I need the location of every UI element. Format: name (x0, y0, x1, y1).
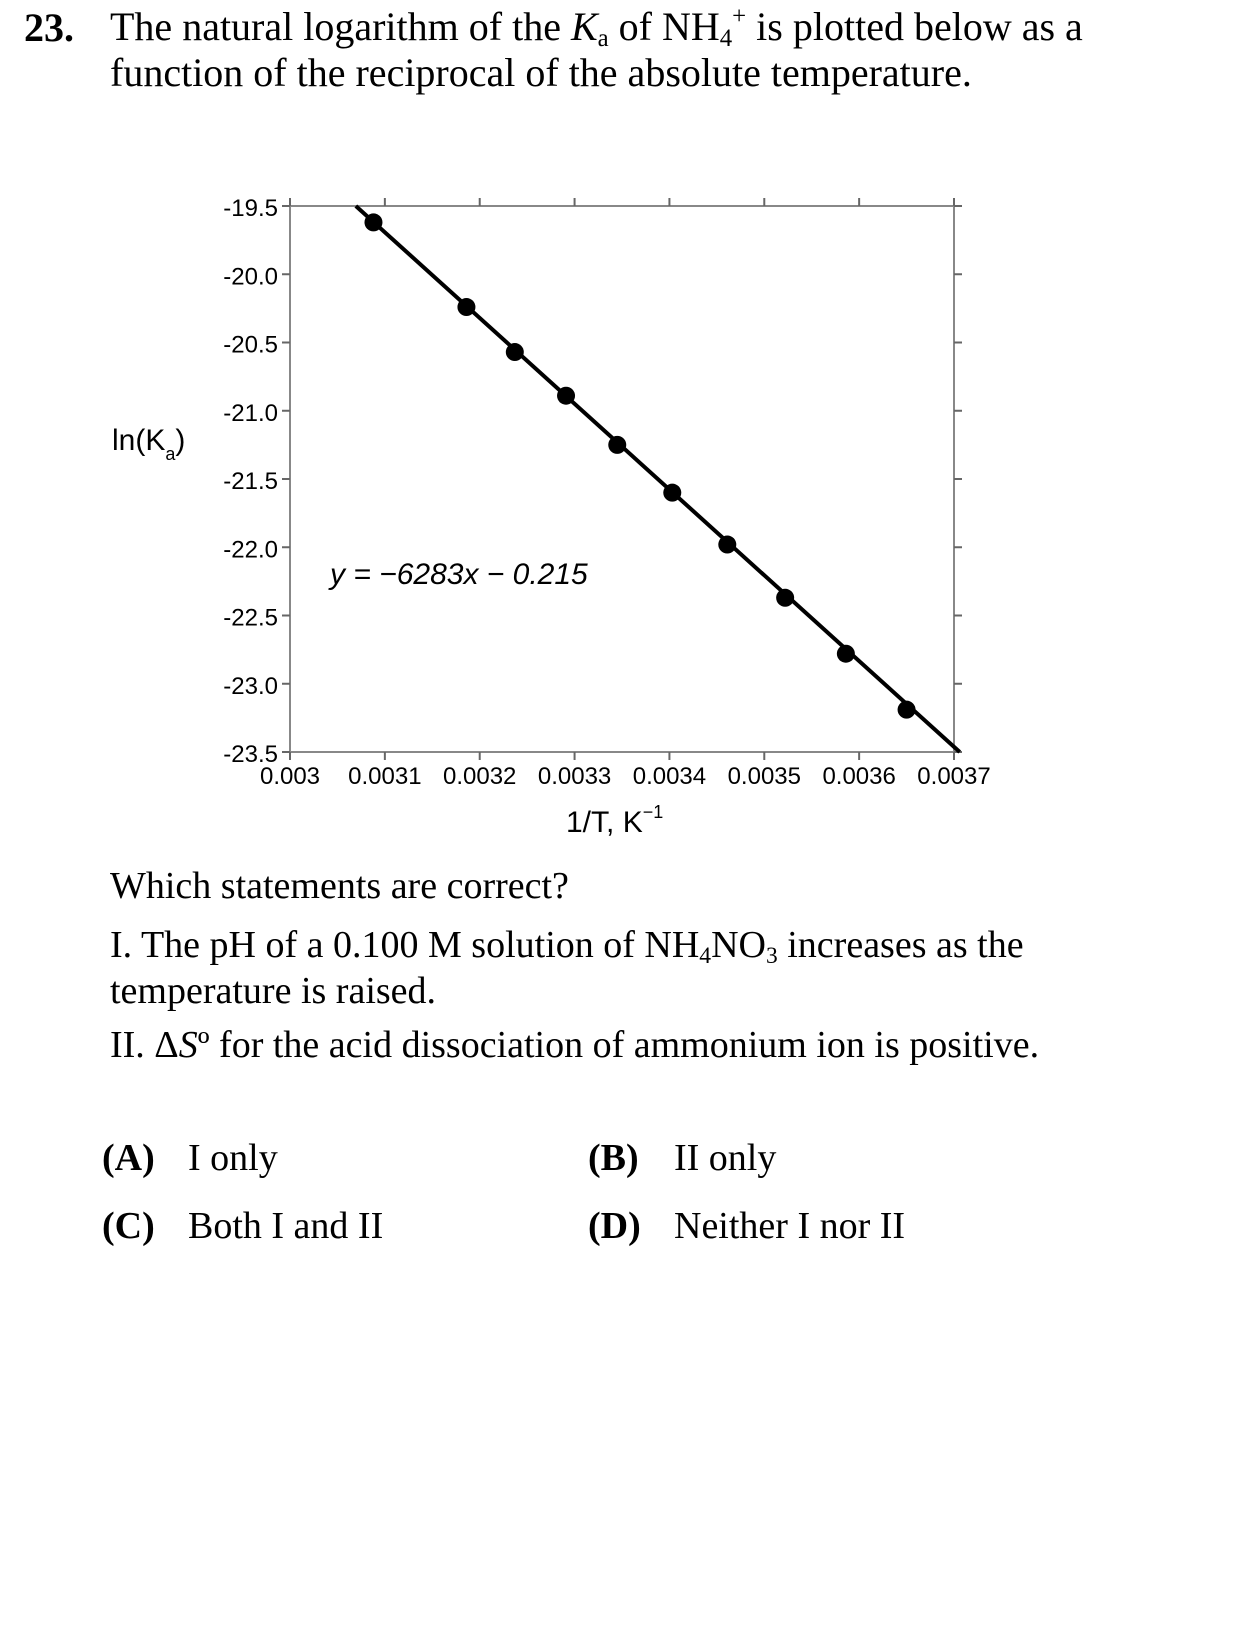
x-tick-label: 0.0034 (633, 763, 706, 790)
degree-symbol: º (197, 1024, 210, 1066)
statement-1-sub-3: 3 (765, 942, 778, 969)
y-tick-label: -20.0 (223, 263, 278, 290)
x-axis-label-main: 1/T, K (566, 806, 643, 839)
data-point (364, 213, 383, 232)
statement-1-part-a: I. The pH of a 0.100 M solution of NH (110, 924, 700, 966)
x-axis-label-sup: −1 (643, 802, 664, 822)
fit-line (354, 204, 962, 754)
choice-d-text: Neither I nor II (674, 1205, 906, 1247)
data-point (557, 386, 576, 405)
y-tick-label: -21.0 (223, 400, 278, 427)
y-axis-label-close: ) (175, 424, 185, 457)
y-tick-label: -22.0 (223, 536, 278, 563)
choice-c-text: Both I and II (188, 1205, 384, 1247)
data-point (505, 343, 524, 362)
stem-part2: of NH (608, 4, 720, 49)
stem-part1: The natural logarithm of the (110, 4, 571, 49)
choice-a[interactable]: (A) I only (102, 1136, 278, 1180)
x-tick-label: 0.003 (260, 763, 320, 790)
data-point (836, 644, 855, 663)
data-point (663, 483, 682, 502)
y-tick-label: -20.5 (223, 332, 278, 359)
x-tick-label: 0.0036 (822, 763, 895, 790)
x-tick-label: 0.0032 (443, 763, 516, 790)
data-points (364, 213, 916, 719)
statement-1-part-b: NO (711, 924, 766, 966)
x-tick-label: 0.0031 (348, 763, 421, 790)
data-point (457, 298, 476, 317)
y-axis-ticks: -19.5 -20.0 -20.5 -21.0 -21.5 -22.0 -22.5 -23.0… (223, 195, 962, 768)
ka-symbol: K (570, 4, 598, 49)
y-tick-label: -22.5 (223, 605, 278, 632)
plot-frame (289, 205, 955, 753)
choice-c[interactable]: (C) Both I and II (102, 1204, 383, 1248)
data-point (776, 588, 795, 607)
choice-d-label: (D) (588, 1205, 641, 1247)
choice-c-label: (C) (102, 1205, 155, 1247)
x-tick-label: 0.0037 (917, 763, 990, 790)
ka-subscript: a (597, 25, 609, 53)
statement-1-sub-4: 4 (699, 942, 712, 969)
y-tick-label: -19.5 (223, 195, 278, 222)
data-point (608, 435, 627, 454)
y-tick-label: -23.5 (223, 741, 278, 768)
y-tick-label: -23.0 (223, 673, 278, 700)
question-stem: The natural logarithm of the Ka of NH4+ … (110, 4, 1210, 96)
equation-label: y = −6283x − 0.215 (328, 558, 588, 591)
choice-b-text: II only (674, 1137, 777, 1179)
question-number: 23. (24, 5, 74, 50)
statement-2-part-b: for the acid dissociation of ammonium io… (209, 1024, 1040, 1066)
x-tick-label: 0.0033 (538, 763, 611, 790)
choice-b-label: (B) (588, 1137, 639, 1179)
stem-part3: is plotted below as a function of the re… (110, 4, 1083, 95)
y-tick-label: -21.5 (223, 468, 278, 495)
choice-d[interactable]: (D) Neither I nor II (588, 1204, 905, 1248)
y-axis-label-main: ln(K (112, 424, 165, 457)
nh4-subscript: 4 (719, 25, 733, 53)
nh4-superscript: + (732, 2, 747, 30)
statement-1-part-c: increases as the temperature is raised. (110, 924, 1024, 1012)
y-axis-label-sub: a (165, 444, 176, 464)
choice-a-label: (A) (102, 1137, 155, 1179)
data-point (897, 700, 916, 719)
y-axis-label: ln(Ka) (112, 424, 185, 464)
statement-2: II. ΔSº for the acid dissociation of amm… (110, 1022, 1110, 1068)
data-point (718, 535, 737, 554)
statement-2-part-a: II. Δ (110, 1024, 179, 1066)
x-tick-label: 0.0035 (728, 763, 801, 790)
ln-ka-vs-inverse-temperature-chart: -19.5 -20.0 -20.5 -21.0 -21.5 -22.0 -22.5 -23.0… (112, 195, 991, 839)
prompt: Which statements are correct? (110, 865, 569, 907)
x-axis-label: 1/T, K−1 (566, 802, 663, 839)
entropy-symbol: S (178, 1024, 198, 1066)
choice-a-text: I only (188, 1137, 278, 1179)
x-axis-ticks: 0.003 0.0031 0.0032 0.0033 0.0034 0.0035 0.003… (260, 198, 991, 790)
choice-b[interactable]: (B) II only (588, 1136, 776, 1180)
statement-1: I. The pH of a 0.100 M solution of NH4NO… (110, 922, 1110, 1014)
